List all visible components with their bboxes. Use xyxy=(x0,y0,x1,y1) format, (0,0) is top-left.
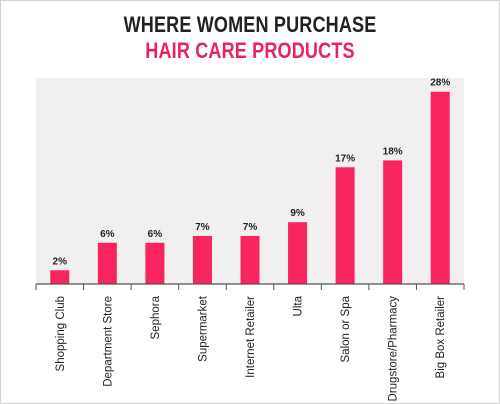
value-label: 17% xyxy=(335,153,355,164)
bar-supermarket xyxy=(192,235,212,284)
category-label: Supermarket xyxy=(197,295,209,362)
value-labels: 2% 6% 6% 7% 7% 9% 17% 18% 28% xyxy=(53,78,451,268)
category-label: Drugstore/Pharmacy xyxy=(388,296,400,402)
value-label: 2% xyxy=(53,256,68,267)
bar-sephora xyxy=(145,242,165,284)
bar-ulta xyxy=(288,222,308,284)
bars-group xyxy=(50,91,450,284)
chart-title-line2: HAIR CARE PRODUCTS xyxy=(145,38,355,63)
category-label: Shopping Club xyxy=(55,296,67,371)
bar-drugstore-pharmacy xyxy=(383,160,403,284)
category-label: Ulta xyxy=(293,295,305,316)
value-label: 6% xyxy=(100,229,115,240)
value-label: 7% xyxy=(243,222,258,233)
category-labels: Shopping Club Department Store Sephora Supe… xyxy=(55,295,447,401)
bar-internet-retailer xyxy=(240,235,260,284)
chart-title-line1: WHERE WOMEN PURCHASE xyxy=(123,12,377,37)
value-label: 9% xyxy=(290,208,305,219)
category-label: Internet Retailer xyxy=(245,296,257,378)
value-label: 6% xyxy=(148,229,163,240)
value-label: 18% xyxy=(383,146,403,157)
value-label: 7% xyxy=(195,222,210,233)
category-label: Salon or Spa xyxy=(340,295,352,362)
value-label: 28% xyxy=(430,78,450,89)
category-label: Sephora xyxy=(150,295,162,339)
bar-department-store xyxy=(97,242,117,284)
bar-salon-or-spa xyxy=(335,167,355,284)
category-label: Department Store xyxy=(102,296,114,387)
bar-shopping-club xyxy=(50,270,70,284)
x-axis-ticks xyxy=(35,284,465,290)
category-label: Big Box Retailer xyxy=(435,296,447,379)
bar-big-box-retailer xyxy=(430,91,450,284)
